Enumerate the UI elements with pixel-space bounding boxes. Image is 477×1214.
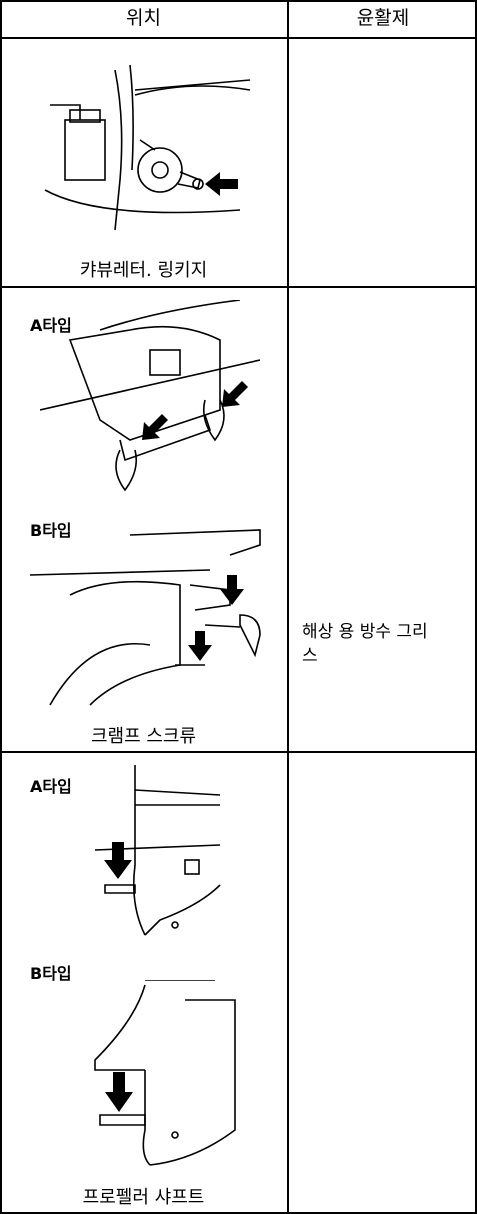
variant-label: A타입 — [30, 777, 72, 796]
clamp-screw-a-illustration — [40, 300, 260, 492]
carburetor-illustration — [44, 64, 251, 231]
clamp-screw-b-illustration — [30, 529, 261, 706]
column-divider — [287, 0, 289, 1214]
propeller-shaft-b-illustration — [94, 980, 236, 1166]
variant-label: B타입 — [30, 964, 72, 983]
location-label: 캬뷰레터. 링키지 — [79, 260, 208, 281]
row-divider — [0, 37, 477, 39]
row-divider — [0, 286, 477, 288]
location-label: 프로펠러 샤프트 — [82, 1187, 205, 1208]
propeller-shaft-a-illustration — [94, 765, 221, 936]
column-header: 위치 — [126, 7, 161, 29]
location-label: 크램프 스크류 — [90, 726, 197, 747]
variant-label: B타입 — [30, 521, 72, 540]
row-divider — [0, 751, 477, 753]
variant-label: A타입 — [30, 316, 72, 335]
lubricant: 해상 용 방수 그리스 — [302, 622, 428, 666]
column-header: 윤활제 — [356, 7, 410, 29]
